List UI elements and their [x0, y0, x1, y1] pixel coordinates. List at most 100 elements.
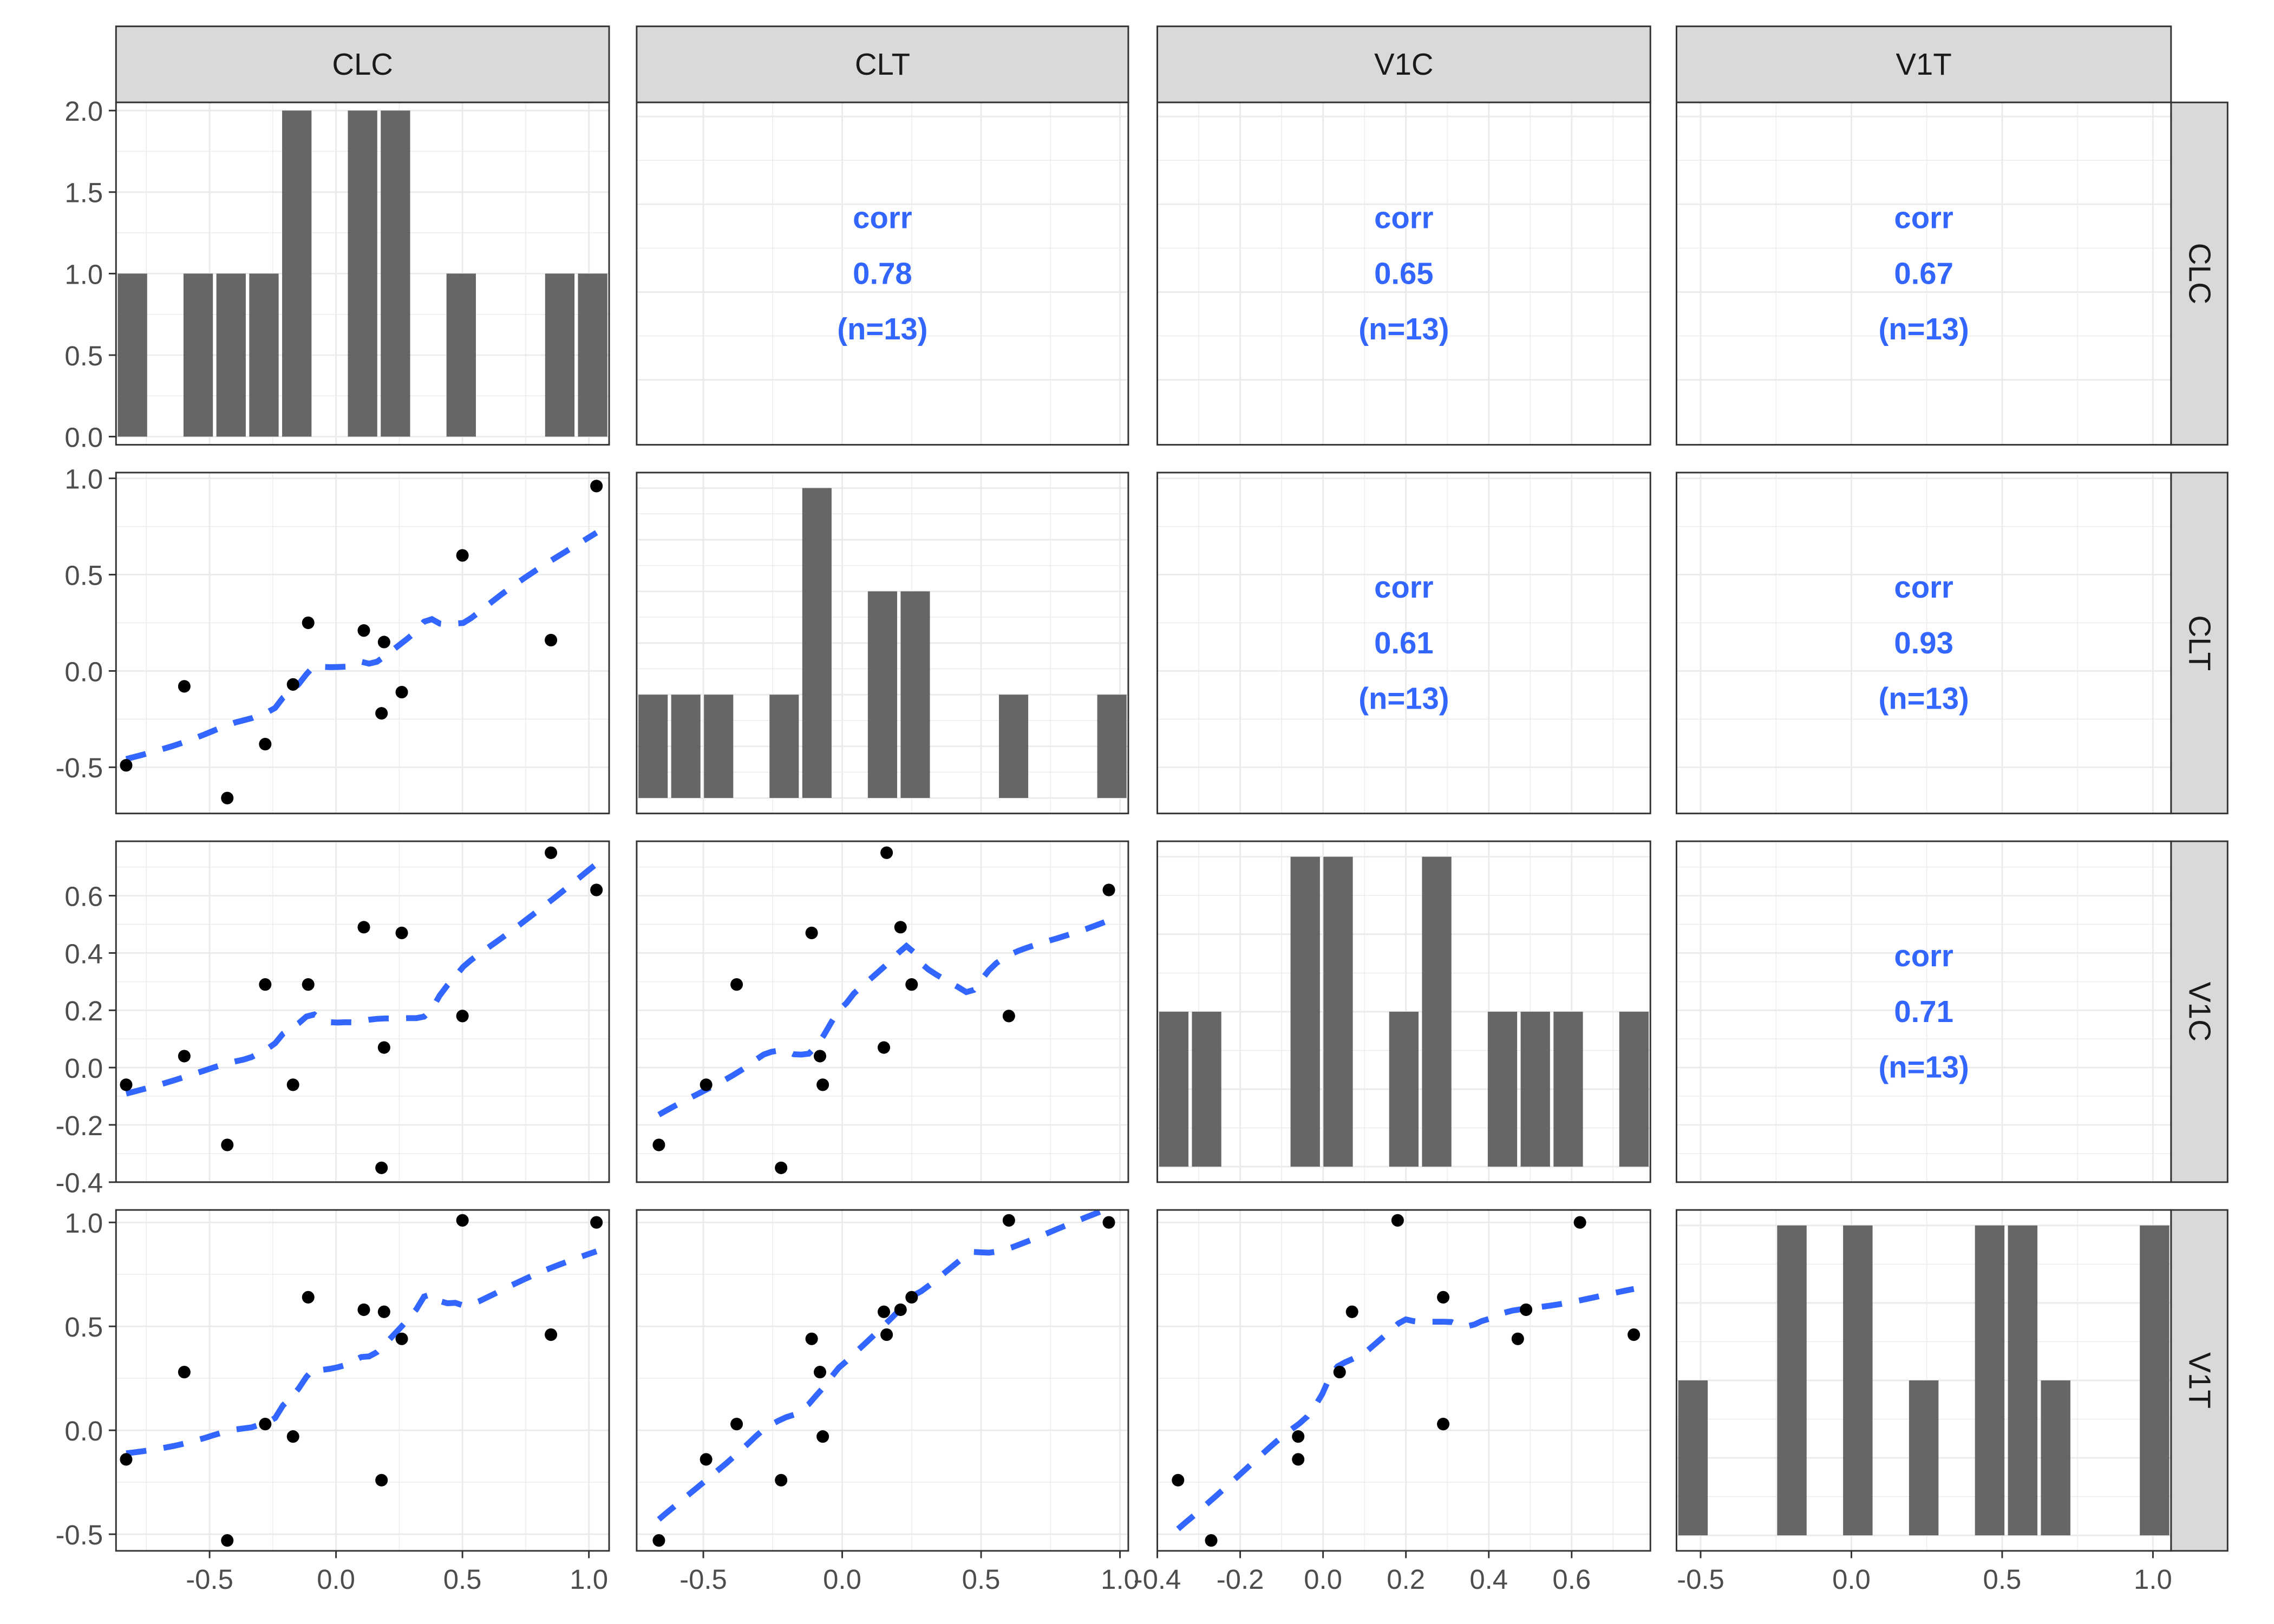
y-tick-label: 0.6: [64, 881, 103, 912]
data-point: [178, 1050, 191, 1063]
data-point: [652, 1138, 665, 1151]
histogram-bar: [1389, 1011, 1419, 1167]
x-tick-label: 0.6: [1552, 1564, 1591, 1595]
panel-border: [115, 840, 610, 1183]
data-point: [375, 707, 388, 720]
histogram-bar: [999, 695, 1029, 798]
data-point: [880, 1328, 893, 1341]
data-point: [377, 1305, 390, 1318]
data-point: [375, 1474, 388, 1487]
y-tick-label: -0.5: [55, 1520, 103, 1550]
data-point: [395, 1332, 408, 1345]
panel-clc-v1c: corr 0.65 (n=13): [1156, 101, 1651, 446]
y-tick-label: 0.0: [64, 1416, 103, 1446]
panel-background: [1676, 472, 2171, 814]
y-tick-label: 0.4: [64, 938, 103, 969]
data-point: [545, 846, 558, 859]
data-point: [877, 1305, 890, 1318]
histogram-bar: [1422, 856, 1452, 1167]
x-tick-label: 0.0: [823, 1564, 861, 1595]
panel-border: [115, 472, 610, 815]
panel-clt-clc: [115, 472, 610, 815]
x-tick-label: -0.4: [1134, 1564, 1181, 1595]
data-point: [730, 1418, 743, 1431]
data-point: [120, 759, 133, 772]
histogram-bar: [2041, 1380, 2070, 1536]
data-point: [545, 1328, 558, 1341]
data-point: [805, 926, 818, 940]
panel-background: [116, 841, 610, 1182]
histogram-bar: [1619, 1011, 1649, 1167]
y-axis-clt: -0.5 0.0 0.5 1.0: [55, 463, 116, 783]
x-tick-label: 0.5: [1983, 1564, 2022, 1595]
data-point: [1573, 1216, 1586, 1229]
histogram-bar: [578, 273, 607, 437]
y-tick-label: 1.0: [64, 1208, 103, 1239]
panel-border: [1156, 101, 1651, 446]
data-point: [1333, 1366, 1346, 1379]
y-tick-label: 1.5: [64, 178, 103, 208]
x-axis-clt: -0.5 0.0 0.5 1.0: [679, 1550, 1139, 1595]
panel-border: [115, 1209, 610, 1552]
y-tick-label: 0.2: [64, 996, 103, 1026]
loess-smooth-line: [125, 530, 598, 762]
panel-border: [1156, 472, 1651, 815]
panel-v1t-clt: [636, 1207, 1129, 1552]
data-point: [1002, 1010, 1015, 1023]
data-point: [259, 738, 272, 751]
data-point: [1002, 1214, 1015, 1227]
histogram-bar: [1678, 1380, 1708, 1536]
corr-n: (n=13): [1358, 312, 1449, 346]
histogram-bar: [1843, 1225, 1873, 1536]
strip-background: [636, 25, 1129, 103]
corr-label: corr: [1894, 200, 1953, 234]
panel-v1t-v1c: [1156, 1209, 1651, 1552]
x-tick-label: -0.5: [1677, 1564, 1724, 1595]
y-tick-label: 0.5: [64, 1312, 103, 1343]
histogram-bar: [1159, 1011, 1188, 1167]
data-point: [221, 1534, 234, 1547]
data-point: [1102, 1216, 1115, 1229]
data-point: [1205, 1534, 1218, 1547]
data-point: [1520, 1303, 1533, 1317]
y-tick-label: 0.5: [64, 340, 103, 371]
histogram-bar: [638, 695, 668, 798]
data-point: [1345, 1305, 1358, 1318]
panel-background: [636, 102, 1128, 445]
histogram-bar: [381, 110, 410, 437]
data-point: [178, 1366, 191, 1379]
corr-n: (n=13): [1358, 681, 1449, 715]
data-point: [1102, 883, 1115, 896]
y-tick-label: 2.0: [64, 96, 103, 127]
data-point: [286, 678, 299, 691]
data-point: [813, 1050, 827, 1063]
column-strip-v1c: V1C: [1156, 25, 1651, 103]
data-point: [221, 791, 234, 804]
data-point: [120, 1453, 133, 1466]
data-point: [456, 549, 469, 562]
histogram-bar: [802, 488, 832, 798]
data-point: [302, 978, 315, 991]
x-tick-label: 0.5: [443, 1564, 482, 1595]
panel-border: [636, 101, 1129, 446]
y-tick-label: 0.0: [64, 1053, 103, 1084]
panel-border: [1156, 1209, 1651, 1552]
y-tick-label: -0.2: [55, 1110, 103, 1141]
data-point: [1437, 1291, 1450, 1304]
data-point: [120, 1078, 133, 1091]
panel-border: [1156, 840, 1651, 1183]
data-point: [1628, 1328, 1641, 1341]
histogram-bar: [1487, 1011, 1518, 1167]
panel-border: [1675, 840, 2172, 1183]
data-point: [221, 1138, 234, 1151]
corr-value: 0.67: [1894, 256, 1953, 290]
corr-label: corr: [1894, 939, 1953, 973]
histogram-bar: [867, 591, 897, 798]
histogram-bar: [769, 695, 799, 798]
histogram-bar: [545, 273, 575, 437]
strip-background: [1156, 25, 1651, 103]
data-point: [1292, 1430, 1305, 1443]
corr-value: 0.78: [853, 256, 912, 290]
row-strip-label: CLT: [2182, 615, 2217, 671]
data-point: [1437, 1418, 1450, 1431]
